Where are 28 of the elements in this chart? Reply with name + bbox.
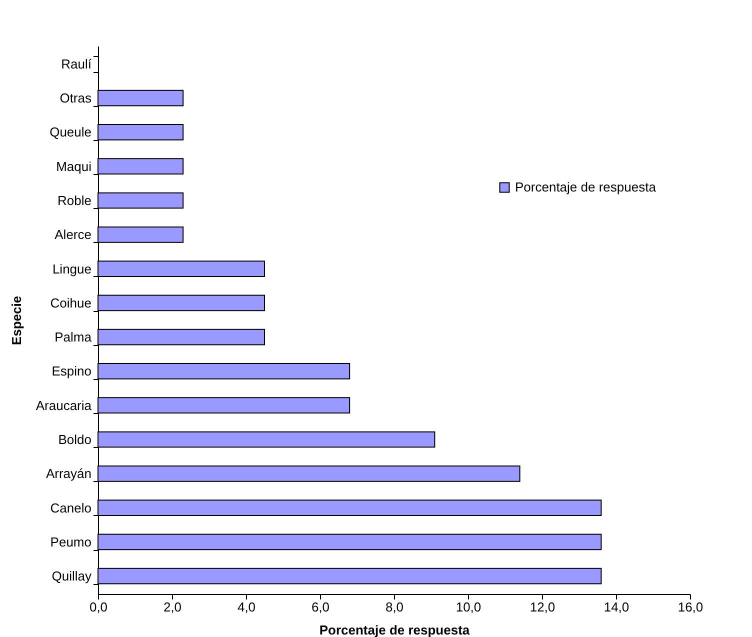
x-tick-label: 10,0 <box>456 600 482 614</box>
y-tick-label: Otras <box>60 90 92 106</box>
x-tick-label: 14,0 <box>604 600 630 614</box>
x-tick-label: 8,0 <box>385 600 404 614</box>
x-tick-label: 12,0 <box>530 600 556 614</box>
y-tick-label: Roble <box>58 193 92 208</box>
y-tick-label: Espino <box>52 364 92 379</box>
x-tick-label: 16,0 <box>678 600 704 614</box>
legend-label: Porcentaje de respuesta <box>515 180 657 194</box>
y-tick-label: Queule <box>50 124 92 140</box>
y-tick-label: Araucaria <box>36 398 92 413</box>
x-tick-label: 6,0 <box>311 600 330 614</box>
y-tick-label: Quillay <box>52 568 92 584</box>
x-tick-label: 4,0 <box>237 600 256 614</box>
y-tick-label: Peumo <box>50 534 92 550</box>
y-axis-title: Especie <box>8 296 24 346</box>
y-tick-label: Boldo <box>58 432 92 447</box>
x-tick-label: 0,0 <box>89 600 108 614</box>
y-tick-label: Arrayán <box>46 466 92 482</box>
y-tick-label: Raulí <box>61 56 92 72</box>
x-tick-label: 2,0 <box>163 600 182 614</box>
y-tick-label: Alerce <box>54 227 92 242</box>
y-tick-label: Coihue <box>50 295 92 310</box>
y-tick-label: Maqui <box>56 158 92 174</box>
y-tick-label: Palma <box>54 330 92 345</box>
y-tick-label: Canelo <box>50 500 92 516</box>
y-tick-label: Lingue <box>52 261 92 276</box>
x-axis-title: Porcentaje de respuesta <box>319 622 470 637</box>
